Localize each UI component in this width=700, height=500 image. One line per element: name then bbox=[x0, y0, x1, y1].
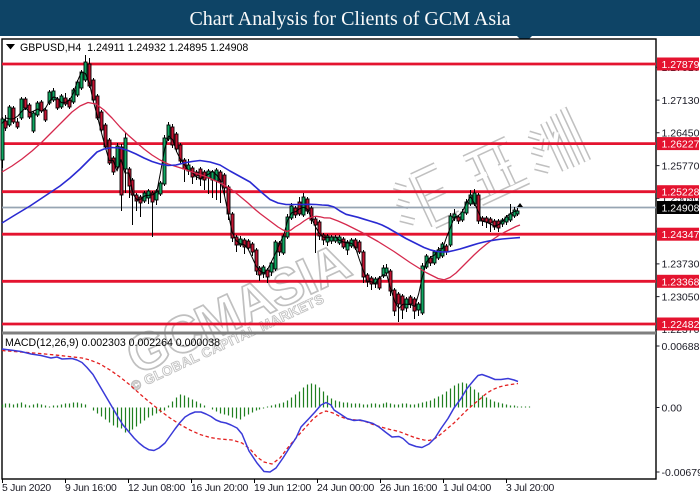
svg-text:0.00: 0.00 bbox=[662, 402, 683, 414]
svg-text:1.26450: 1.26450 bbox=[662, 128, 700, 140]
svg-text:1.23730: 1.23730 bbox=[662, 259, 700, 271]
svg-text:1.27879: 1.27879 bbox=[662, 59, 700, 71]
svg-text:5 Jun 2020: 5 Jun 2020 bbox=[2, 483, 51, 494]
svg-text:0.00688: 0.00688 bbox=[662, 341, 700, 353]
svg-text:12 Jun 08:00: 12 Jun 08:00 bbox=[128, 483, 186, 494]
svg-text:24 Jun 00:00: 24 Jun 00:00 bbox=[317, 483, 375, 494]
svg-text:1.24908: 1.24908 bbox=[662, 203, 700, 215]
svg-text:1.23050: 1.23050 bbox=[662, 291, 700, 303]
svg-text:1.25770: 1.25770 bbox=[662, 160, 700, 172]
svg-text:MACD(12,26,9) 0.002303 0.00226: MACD(12,26,9) 0.002303 0.002264 0.000038 bbox=[5, 337, 220, 349]
svg-text:19 Jun 12:00: 19 Jun 12:00 bbox=[254, 483, 312, 494]
svg-text:1.25228: 1.25228 bbox=[662, 187, 700, 199]
svg-text:1.27130: 1.27130 bbox=[662, 95, 700, 107]
svg-text:Chart Analysis for Clients of: Chart Analysis for Clients of GCM Asia bbox=[189, 8, 510, 30]
svg-text:26 Jun 16:00: 26 Jun 16:00 bbox=[380, 483, 438, 494]
svg-text:9 Jun 16:00: 9 Jun 16:00 bbox=[65, 483, 117, 494]
svg-text:1.23368: 1.23368 bbox=[662, 276, 700, 288]
svg-text:16 Jun 20:00: 16 Jun 20:00 bbox=[191, 483, 249, 494]
svg-text:1.26227: 1.26227 bbox=[662, 139, 700, 151]
svg-text:1.24347: 1.24347 bbox=[662, 229, 700, 241]
svg-text:-0.006795: -0.006795 bbox=[662, 467, 700, 479]
svg-text:GBPUSD,H4 1.24911 1.24932 1.2: GBPUSD,H4 1.24911 1.24932 1.24895 1.2490… bbox=[20, 42, 248, 54]
svg-text:1 Jul 04:00: 1 Jul 04:00 bbox=[443, 483, 492, 494]
svg-text:1.22482: 1.22482 bbox=[662, 319, 700, 331]
svg-text:3 Jul 20:00: 3 Jul 20:00 bbox=[506, 483, 555, 494]
